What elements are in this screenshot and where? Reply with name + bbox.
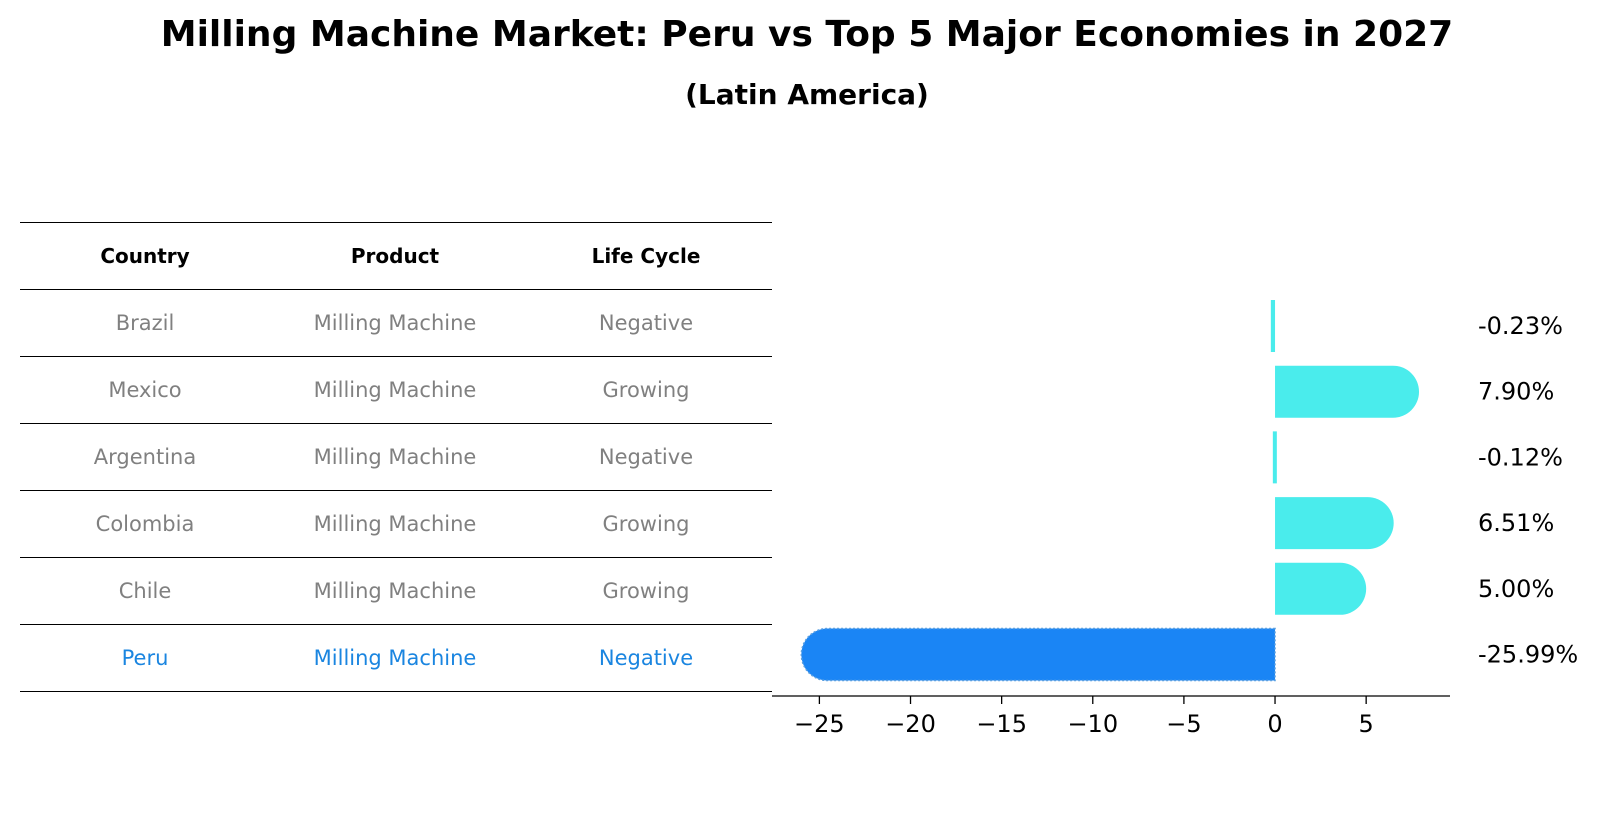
data-label-colombia: 6.51% (1478, 509, 1554, 537)
x-tick-label: −10 (1067, 710, 1118, 738)
cell-life-cycle: Negative (520, 289, 772, 357)
x-tick-label: −15 (976, 710, 1027, 738)
cell-country: Colombia (20, 490, 270, 558)
cell-product: Milling Machine (270, 289, 520, 357)
data-label-brazil: -0.23% (1478, 312, 1563, 340)
table-row: Argentina Milling Machine Negative (20, 423, 772, 491)
column-header-country: Country (20, 222, 270, 290)
table-row: Mexico Milling Machine Growing (20, 356, 772, 424)
x-tick-label: −20 (885, 710, 936, 738)
cell-life-cycle: Growing (520, 356, 772, 424)
x-tick-label: −5 (1166, 710, 1201, 738)
cell-country: Mexico (20, 356, 270, 424)
table-row-highlighted: Peru Milling Machine Negative (20, 624, 772, 692)
cell-product: Milling Machine (270, 624, 520, 692)
cell-product: Milling Machine (270, 490, 520, 558)
cell-product: Milling Machine (270, 356, 520, 424)
bar-argentina (1272, 431, 1277, 484)
cell-product: Milling Machine (270, 423, 520, 491)
cell-country: Brazil (20, 289, 270, 357)
bar-colombia (1275, 497, 1394, 550)
table-row: Brazil Milling Machine Negative (20, 289, 772, 357)
bar-peru (800, 627, 1276, 682)
bar-chart: -0.23% 7.90% -0.12% 6.51% 5.00% -25.99% −25 −20… (772, 300, 1578, 738)
cell-life-cycle: Growing (520, 557, 772, 625)
x-tick-label: 5 (1359, 710, 1374, 738)
bar-chile (1275, 562, 1367, 615)
cell-life-cycle: Negative (520, 423, 772, 491)
data-label-peru: -25.99% (1478, 641, 1578, 669)
bar-mexico (1275, 365, 1420, 418)
cell-country: Argentina (20, 423, 270, 491)
cell-country: Chile (20, 557, 270, 625)
country-table: Country Product Life Cycle Brazil Millin… (20, 222, 772, 692)
cell-product: Milling Machine (270, 557, 520, 625)
data-label-mexico: 7.90% (1478, 378, 1554, 406)
column-header-product: Product (270, 222, 520, 290)
x-tick-label: 0 (1267, 710, 1282, 738)
chart-subtitle: (Latin America) (685, 78, 929, 111)
x-tick-label: −25 (794, 710, 845, 738)
table-row: Chile Milling Machine Growing (20, 557, 772, 625)
bar-brazil (1270, 300, 1276, 352)
cell-life-cycle: Growing (520, 490, 772, 558)
cell-life-cycle: Negative (520, 624, 772, 692)
data-label-argentina: -0.12% (1478, 443, 1563, 471)
cell-country: Peru (20, 624, 270, 692)
data-label-chile: 5.00% (1478, 575, 1554, 603)
table-row: Colombia Milling Machine Growing (20, 490, 772, 558)
table-header-row: Country Product Life Cycle (20, 222, 772, 290)
column-header-life-cycle: Life Cycle (520, 222, 772, 290)
chart-title: Milling Machine Market: Peru vs Top 5 Ma… (160, 14, 1454, 55)
